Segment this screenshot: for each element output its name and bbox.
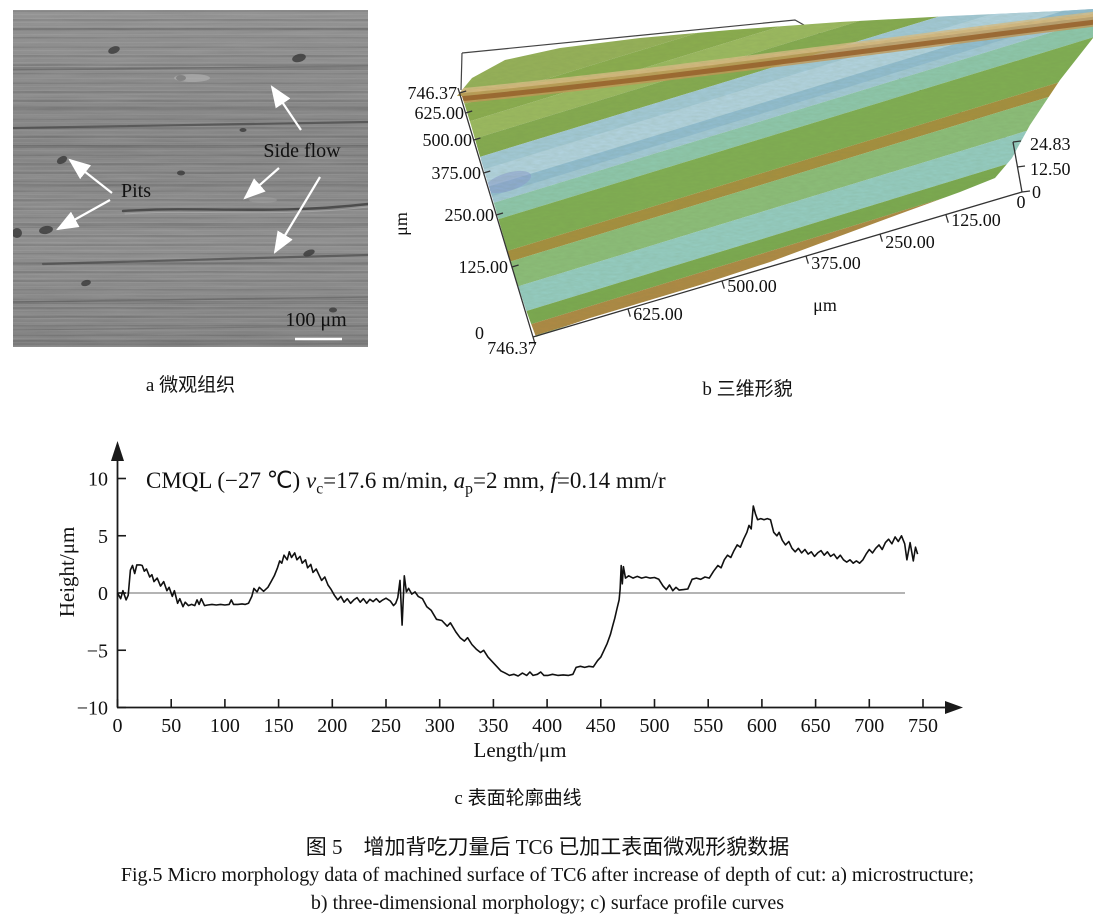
x-tick-label: 500 [640, 715, 670, 737]
b3d-y-tick-label: 746.37 [408, 83, 458, 103]
x-tick-label: 650 [801, 715, 831, 737]
panel-b-caption: b 三维形貌 [702, 379, 793, 400]
y-tick-label: −5 [87, 640, 108, 662]
side-flow-label: Side flow [263, 140, 341, 162]
b3d-x-tick-label: 500.00 [727, 276, 777, 296]
b3d-y-tick-label: 625.00 [415, 103, 465, 123]
b3d-x-tick-label: 625.00 [633, 304, 683, 324]
figure-caption-en-line1: Fig.5 Micro morphology data of machined … [120, 864, 975, 886]
side-flow-arrow-icon [270, 85, 302, 131]
sem-micrograph-image: Side flow Pits 100 μm [13, 10, 368, 347]
b3d-x-axis-unit: μm [813, 295, 837, 315]
pit-spots [13, 46, 337, 313]
y-axis-arrow-icon [111, 441, 124, 461]
annotation-arrows [56, 85, 321, 254]
figure-caption-en-line2: b) three-dimensional morphology; c) surf… [310, 892, 785, 914]
y-tick-label: 0 [98, 583, 108, 605]
b3d-x-tick-label: 746.37 [487, 338, 537, 358]
x-axis-arrow-icon [945, 701, 963, 714]
b3d-z-tick-label: 0 [1032, 182, 1041, 202]
b3d-x-tick-label: 375.00 [811, 253, 861, 273]
scale-bar-label: 100 μm [285, 309, 347, 331]
axes-3d [457, 87, 1031, 345]
x-tick-label: 700 [854, 715, 884, 737]
chart-annotation: CMQL (−27 ℃) vc=17.6 m/min, ap=2 mm, f=0… [146, 468, 666, 498]
b3d-y-tick-label: 375.00 [432, 163, 482, 183]
b3d-y-tick-label: 250.00 [445, 205, 495, 225]
b3d-z-tick-label: 12.50 [1030, 159, 1071, 179]
b3d-y-tick-label: 125.00 [459, 257, 509, 277]
b3d-y-tick-label: 500.00 [423, 130, 473, 150]
panel-a-caption: a 微观组织 [145, 375, 236, 396]
x-tick-label: 200 [317, 715, 347, 737]
groove-lines [13, 65, 368, 331]
x-tick-label: 50 [161, 715, 181, 737]
b3d-z-tick-label: 24.83 [1030, 134, 1071, 154]
pits-arrow-icon [56, 199, 111, 231]
x-tick-label: 750 [908, 715, 938, 737]
x-tick-label: 350 [478, 715, 508, 737]
x-tick-label: 150 [264, 715, 294, 737]
pits-arrow-icon [68, 158, 113, 194]
x-axis-title: Length/μm [474, 738, 567, 762]
figure-caption-zh: 图 5 增加背吃刀量后 TC6 已加工表面微观形貌数据 [305, 835, 790, 859]
y-axis-title: Height/μm [55, 527, 79, 618]
x-tick-label: 450 [586, 715, 616, 737]
b3d-x-tick-label: 250.00 [885, 232, 935, 252]
sem-overlay: Side flow Pits 100 μm [13, 10, 368, 347]
b3d-x-tick-label: 125.00 [951, 210, 1001, 230]
side-flow-arrow-icon [273, 176, 321, 254]
side-flow-arrow-icon [243, 167, 280, 200]
b3d-x-tick-label: 0 [1017, 192, 1026, 212]
pits-label: Pits [121, 180, 151, 202]
x-tick-label: 600 [747, 715, 777, 737]
y-tick-label: 10 [88, 469, 108, 491]
b3d-y-axis-unit: μm [391, 212, 411, 236]
profile-curve [116, 505, 919, 677]
x-tick-label: 550 [693, 715, 723, 737]
x-tick-label: 400 [532, 715, 562, 737]
x-tick-label: 0 [113, 715, 123, 737]
y-tick-label: −10 [77, 698, 108, 720]
surface-3d-plot: 746.37 625.00 500.00 375.00 250.00 125.0… [391, 9, 1093, 358]
x-tick-label: 250 [371, 715, 401, 737]
x-tick-label: 300 [425, 715, 455, 737]
x-tick-label: 100 [210, 715, 240, 737]
y-tick-label: 5 [98, 526, 108, 548]
panel-c-caption: c 表面轮廓曲线 [454, 788, 582, 809]
b3d-y-tick-label: 0 [475, 323, 484, 343]
